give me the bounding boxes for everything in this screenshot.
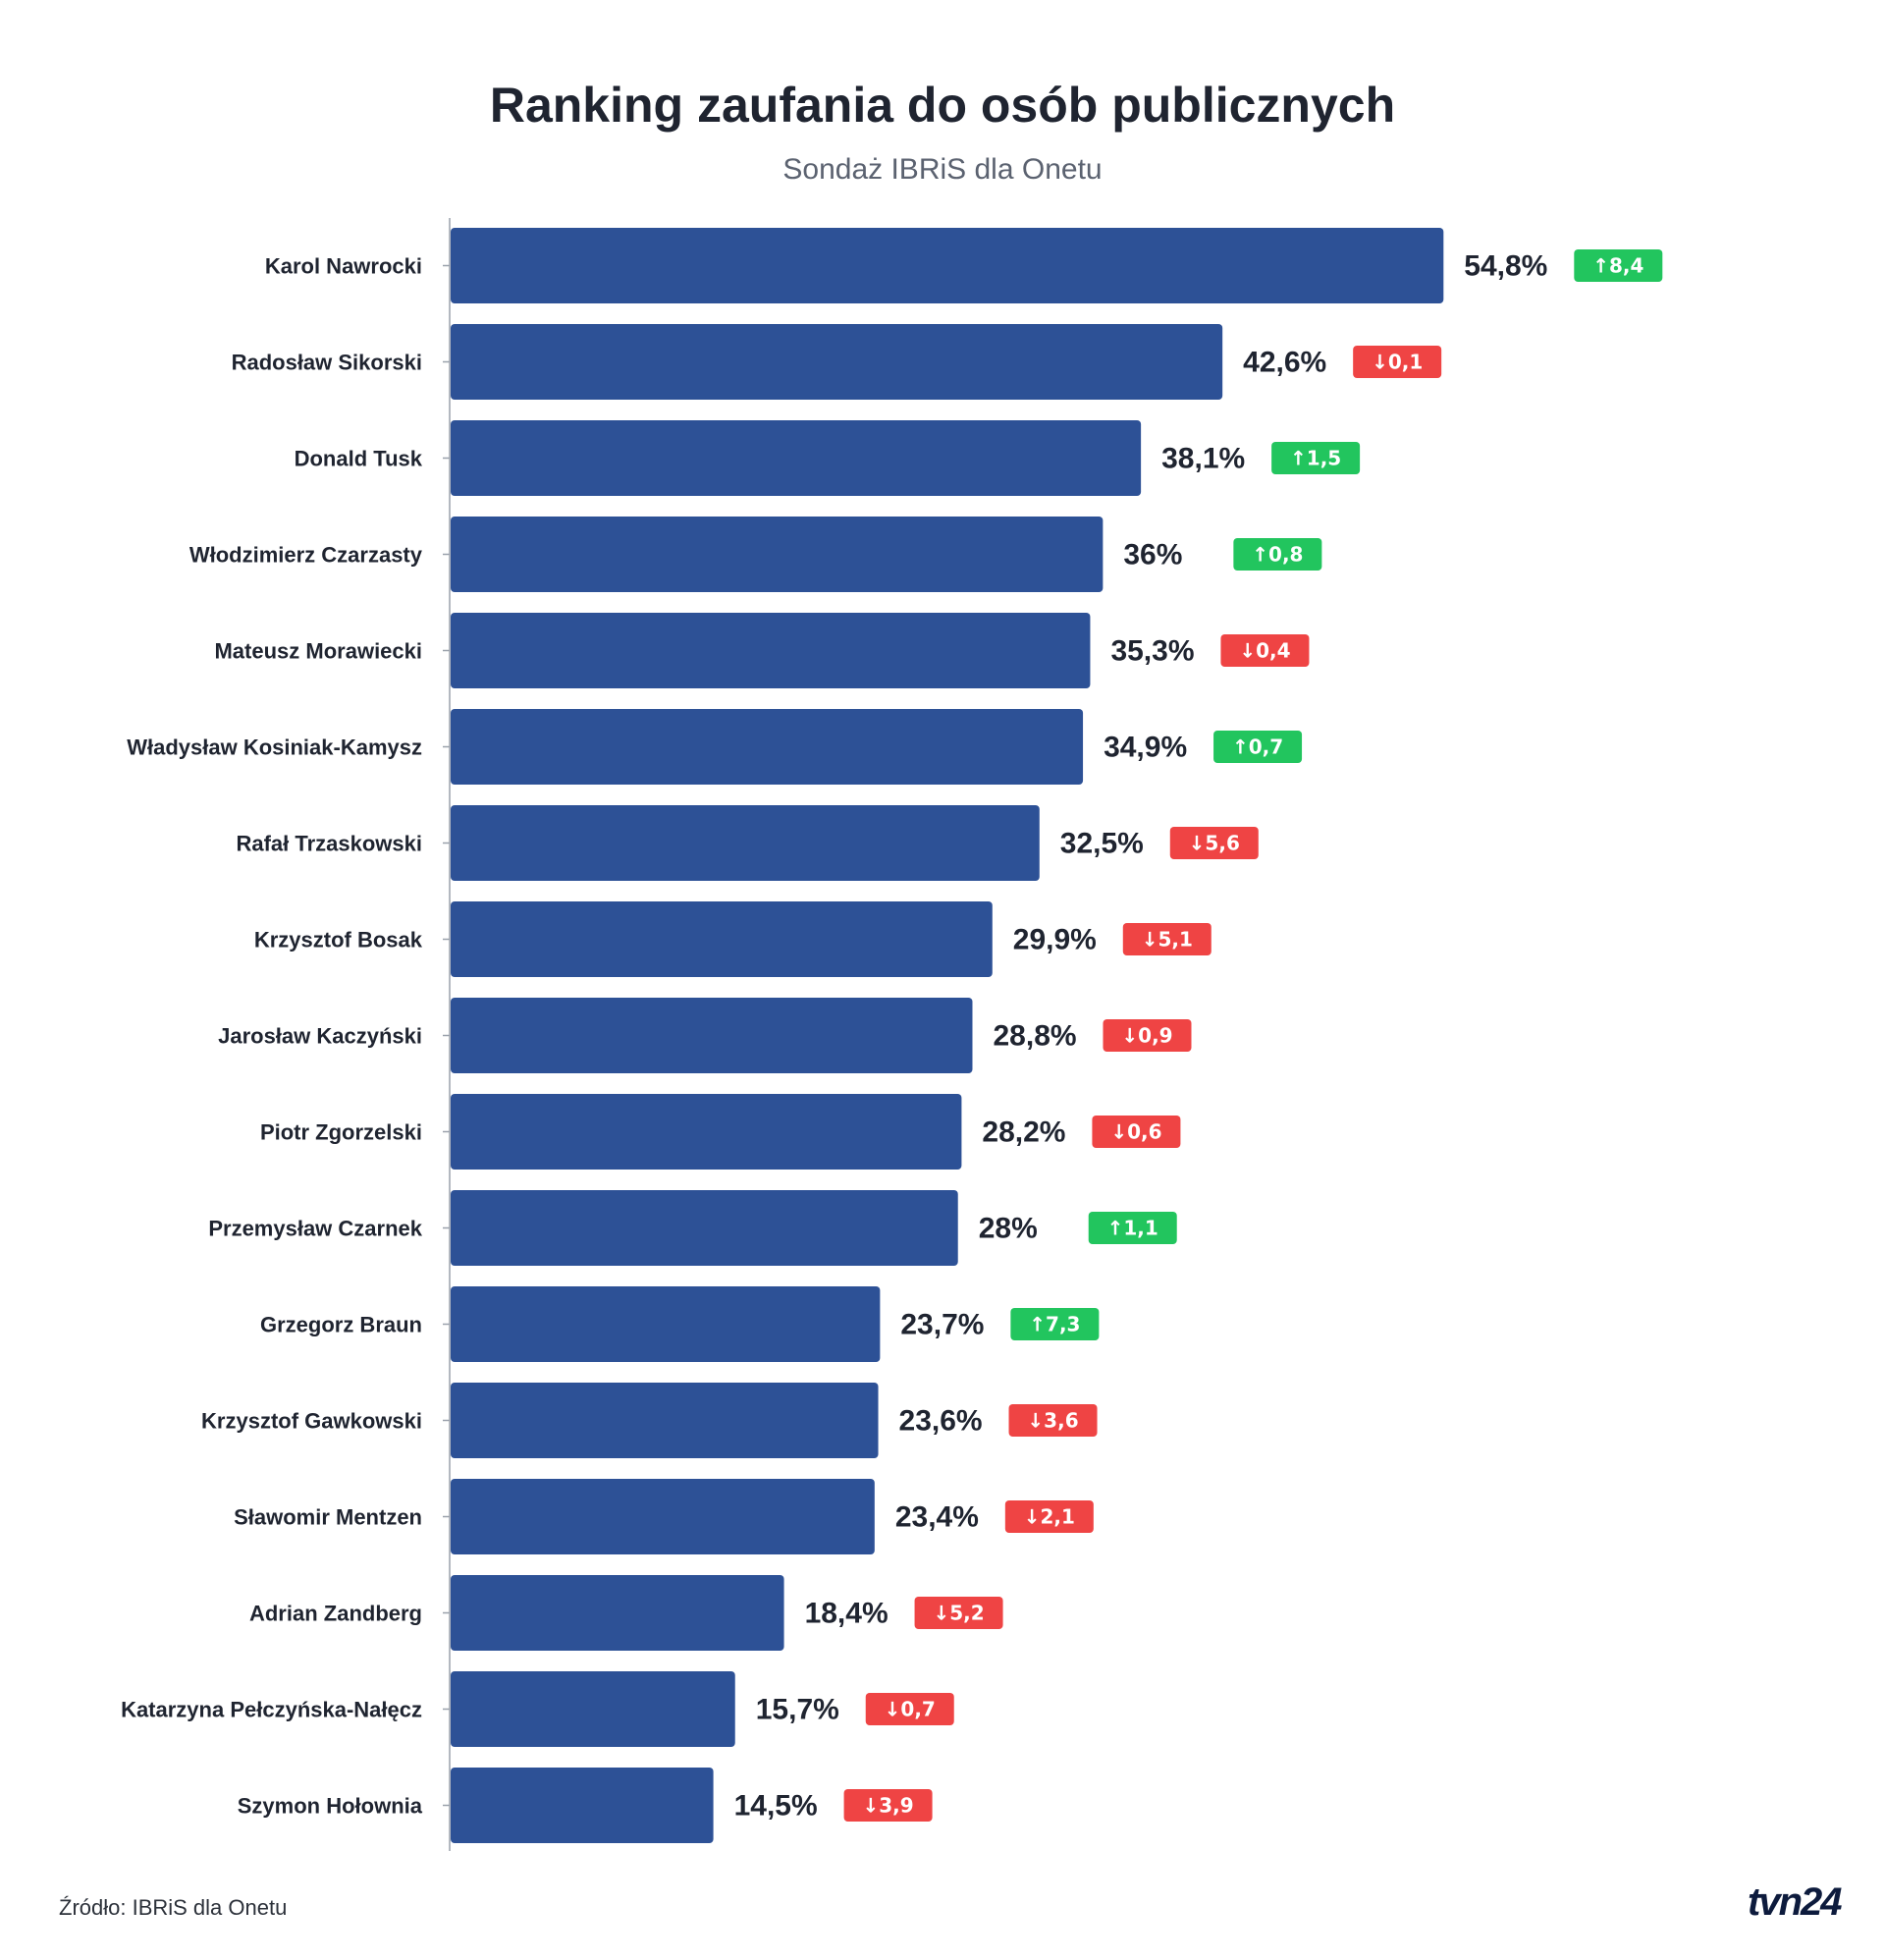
bar [451, 998, 973, 1073]
category-label: Karol Nawrocki [265, 254, 422, 279]
bar [451, 517, 1104, 592]
category-label: Katarzyna Pełczyńska-Nałęcz [121, 1698, 422, 1722]
bar [451, 324, 1223, 400]
category-label: Krzysztof Gawkowski [201, 1409, 422, 1434]
category-label: Jarosław Kaczyński [218, 1024, 422, 1049]
change-label: ↓2,1 [1024, 1505, 1075, 1529]
change-badge-up [1271, 442, 1361, 474]
change-label: ↑1,5 [1290, 447, 1341, 470]
change-label: ↓0,6 [1110, 1120, 1161, 1144]
bar [451, 1575, 784, 1651]
bar [451, 1094, 962, 1170]
change-badge-down [1092, 1116, 1181, 1148]
category-label: Władysław Kosiniak-Kamysz [127, 735, 422, 760]
value-label: 14,5% [734, 1790, 818, 1823]
value-label: 32,5% [1060, 828, 1144, 860]
value-label: 23,7% [900, 1309, 984, 1341]
change-label: ↓3,9 [862, 1794, 913, 1818]
chart-subtitle: Sondaż IBRiS dla Onetu [782, 153, 1103, 186]
change-label: ↑7,3 [1029, 1313, 1080, 1336]
category-label: Piotr Zgorzelski [260, 1120, 422, 1145]
chart-title: Ranking zaufania do osób publicznych [489, 78, 1396, 133]
value-label: 23,6% [899, 1405, 983, 1438]
value-label: 28,2% [982, 1116, 1065, 1149]
change-label: ↑8,4 [1592, 254, 1643, 278]
change-badge-down [1004, 1500, 1094, 1533]
bar [451, 805, 1040, 881]
category-label: Przemysław Czarnek [208, 1217, 422, 1241]
value-label: 15,7% [756, 1694, 839, 1726]
bar [451, 1479, 875, 1554]
category-label: Radosław Sikorski [232, 351, 422, 375]
bar [451, 1190, 958, 1266]
value-label: 38,1% [1161, 443, 1245, 475]
change-label: ↓5,1 [1142, 928, 1193, 952]
change-label: ↓0,9 [1121, 1024, 1172, 1048]
value-label: 42,6% [1243, 347, 1326, 379]
bar [451, 613, 1091, 688]
change-badge-down [1169, 827, 1259, 859]
value-label: 54,8% [1464, 250, 1547, 283]
tvn24-logo: tvn24 [1748, 1880, 1842, 1924]
category-label: Włodzimierz Czarzasty [189, 543, 423, 568]
category-label: Adrian Zandberg [249, 1602, 422, 1626]
value-label: 28,8% [993, 1020, 1076, 1053]
change-label: ↑0,8 [1252, 543, 1303, 567]
change-badge-down [914, 1597, 1003, 1629]
value-label: 29,9% [1013, 924, 1097, 956]
bar [451, 1383, 879, 1458]
bar [451, 1286, 881, 1362]
change-label: ↑0,7 [1232, 735, 1283, 759]
change-label: ↓3,6 [1027, 1409, 1078, 1433]
change-label: ↓0,4 [1239, 639, 1290, 663]
change-badge-down [1103, 1019, 1192, 1052]
category-label: Rafał Trzaskowski [236, 832, 422, 856]
change-badge-up [1088, 1212, 1177, 1244]
value-label: 34,9% [1104, 732, 1187, 764]
bar [451, 901, 993, 977]
value-label: 35,3% [1110, 635, 1194, 668]
change-badge-up [1213, 731, 1303, 763]
bar [451, 228, 1444, 303]
change-badge-down [1008, 1404, 1098, 1437]
category-label: Donald Tusk [295, 447, 423, 471]
source-note: Źródło: IBRiS dla Onetu [59, 1895, 288, 1920]
change-badge-down [1220, 634, 1310, 667]
change-badge-up [1233, 538, 1322, 571]
bar [451, 420, 1142, 496]
value-label: 28% [979, 1213, 1038, 1245]
value-label: 18,4% [805, 1598, 889, 1630]
value-label: 23,4% [895, 1501, 979, 1534]
change-badge-down [1122, 923, 1212, 955]
change-label: ↑1,1 [1107, 1217, 1158, 1240]
category-label: Mateusz Morawiecki [214, 639, 422, 664]
category-label: Szymon Hołownia [238, 1794, 423, 1819]
change-label: ↓0,1 [1372, 351, 1423, 374]
change-label: ↓0,7 [885, 1698, 936, 1721]
change-badge-up [1574, 249, 1663, 282]
bar [451, 709, 1084, 785]
bar [451, 1671, 735, 1747]
change-label: ↓5,6 [1189, 832, 1240, 855]
change-badge-down [843, 1789, 933, 1822]
bar [451, 1768, 714, 1843]
change-badge-down [865, 1693, 954, 1725]
change-badge-up [1010, 1308, 1100, 1340]
change-label: ↓5,2 [933, 1602, 984, 1625]
value-label: 36% [1123, 539, 1182, 572]
category-label: Sławomir Mentzen [234, 1505, 422, 1530]
category-label: Krzysztof Bosak [254, 928, 423, 953]
change-badge-down [1353, 346, 1442, 378]
category-label: Grzegorz Braun [260, 1313, 422, 1337]
